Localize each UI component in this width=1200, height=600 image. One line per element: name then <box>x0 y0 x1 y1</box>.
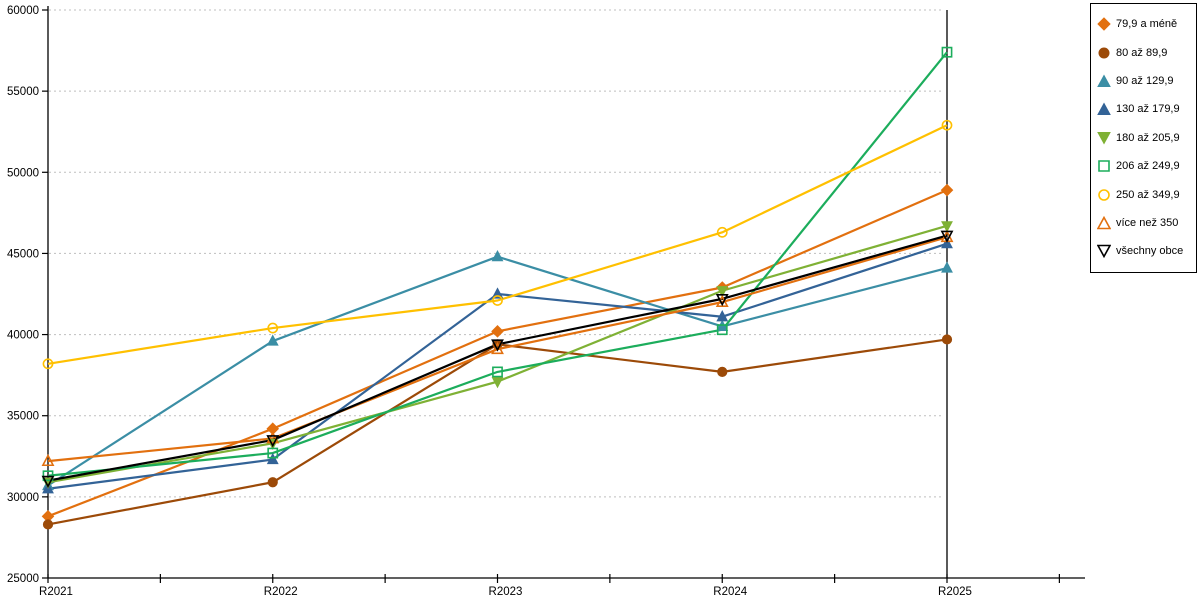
circle-glyph <box>1098 47 1110 59</box>
circle-icon <box>1098 47 1110 59</box>
marker-circle-s1-p0 <box>42 519 54 530</box>
marker-triangle-up-s7-p2 <box>491 341 504 355</box>
marker-circle-s6-p0 <box>42 358 54 370</box>
marker-square-s5-p1 <box>267 447 279 459</box>
marker-circle-s6-p3 <box>716 226 728 238</box>
marker-circle-s6-p1 <box>267 322 279 334</box>
triangle-up-icon <box>1097 215 1111 230</box>
triangle-up-glyph <box>1097 215 1111 230</box>
legend-item-6: 250 až 349,9 <box>1097 180 1192 208</box>
square-glyph <box>1098 160 1110 172</box>
triangle-up-icon <box>1097 74 1111 87</box>
marker-triangle-down-s4-p2 <box>491 377 504 389</box>
triangle-down-glyph <box>1097 245 1111 259</box>
marker-diamond-s0-p2 <box>491 325 504 338</box>
circle-icon <box>1098 188 1110 201</box>
marker-triangle-up-s7-p1 <box>266 431 280 444</box>
diamond-icon <box>1097 17 1111 31</box>
legend-item-7: více než 350 <box>1097 209 1192 237</box>
series-line-6 <box>47 124 948 365</box>
marker-circle-s1-p3 <box>717 366 728 377</box>
marker-triangle-down-s8-p1 <box>266 435 280 448</box>
marker-circle-s6-p2 <box>492 295 503 306</box>
triangle-up-glyph <box>1097 102 1111 116</box>
legend-label: 250 až 349,9 <box>1116 188 1180 201</box>
marker-triangle-down-s8-p3 <box>715 293 729 307</box>
legend-label: 130 až 179,9 <box>1116 103 1180 116</box>
marker-square-s5-p2 <box>492 366 503 378</box>
marker-triangle-up-s3-p4 <box>941 237 953 249</box>
diamond-glyph <box>1097 17 1111 31</box>
legend-label: 180 až 205,9 <box>1116 131 1180 144</box>
legend-item-4: 180 až 205,9 <box>1097 124 1192 152</box>
marker-triangle-up-s2-p4 <box>941 261 953 273</box>
marker-square-s5-p4 <box>941 46 953 58</box>
legend-item-2: 90 až 129,9 <box>1097 67 1192 95</box>
marker-circle-s1-p1 <box>267 477 278 488</box>
marker-triangle-up-s3-p2 <box>491 287 504 299</box>
marker-triangle-up-s3-p3 <box>716 310 729 322</box>
square-icon <box>1098 160 1110 172</box>
x-tick-label: R2024 <box>713 586 747 598</box>
legend-item-8: všechny obce <box>1097 237 1192 265</box>
marker-triangle-up-s7-p3 <box>715 294 729 308</box>
legend: 79,9 a méně 80 až 89,9 90 až 129,9 130 až 1… <box>1090 3 1197 273</box>
y-tick-label: 25000 <box>7 573 39 585</box>
marker-triangle-up-s2-p1 <box>266 334 279 346</box>
y-tick-label: 60000 <box>7 5 39 17</box>
circle-glyph <box>1098 188 1110 201</box>
legend-label: více než 350 <box>1116 216 1179 229</box>
legend-item-5: 206 až 249,9 <box>1097 152 1192 180</box>
marker-square-s5-p3 <box>716 324 728 336</box>
marker-circle-s6-p4 <box>941 119 953 131</box>
y-tick-label: 35000 <box>7 411 39 423</box>
legend-label: 80 až 89,9 <box>1116 46 1168 59</box>
x-tick-label: R2022 <box>264 586 298 598</box>
legend-label: 206 až 249,9 <box>1116 160 1180 173</box>
marker-triangle-up-s3-p1 <box>266 452 279 465</box>
x-tick-label: R2021 <box>39 586 73 598</box>
marker-triangle-up-s2-p2 <box>491 249 504 262</box>
marker-diamond-s0-p4 <box>940 183 954 197</box>
legend-label: všechny obce <box>1116 245 1184 258</box>
series-line-5 <box>47 51 948 477</box>
legend-label: 90 až 129,9 <box>1116 74 1174 87</box>
triangle-up-icon <box>1097 102 1111 116</box>
marker-triangle-down-s8-p4 <box>940 230 954 243</box>
marker-triangle-down-s4-p4 <box>941 221 953 233</box>
y-tick-label: 40000 <box>7 330 39 342</box>
triangle-down-glyph <box>1097 131 1111 145</box>
x-tick-label: R2023 <box>489 586 523 598</box>
x-tick-label: R2025 <box>938 586 972 598</box>
legend-item-3: 130 až 179,9 <box>1097 95 1192 123</box>
legend-item-0: 79,9 a méně <box>1097 10 1192 38</box>
marker-triangle-up-s7-p0 <box>41 453 55 467</box>
y-tick-label: 55000 <box>7 86 39 98</box>
triangle-up-glyph <box>1097 74 1111 87</box>
triangle-down-icon <box>1097 131 1111 145</box>
series-line-3 <box>47 242 948 490</box>
legend-label: 79,9 a méně <box>1116 18 1178 31</box>
marker-triangle-down-s4-p3 <box>716 286 729 298</box>
marker-triangle-down-s8-p0 <box>41 475 55 488</box>
legend-item-1: 80 až 89,9 <box>1097 38 1192 66</box>
marker-triangle-down-s8-p2 <box>491 339 504 352</box>
marker-circle-s1-p4 <box>941 334 953 345</box>
y-tick-label: 50000 <box>7 167 39 179</box>
y-tick-label: 30000 <box>7 492 39 504</box>
triangle-down-icon <box>1097 245 1111 259</box>
y-tick-label: 45000 <box>7 248 39 260</box>
